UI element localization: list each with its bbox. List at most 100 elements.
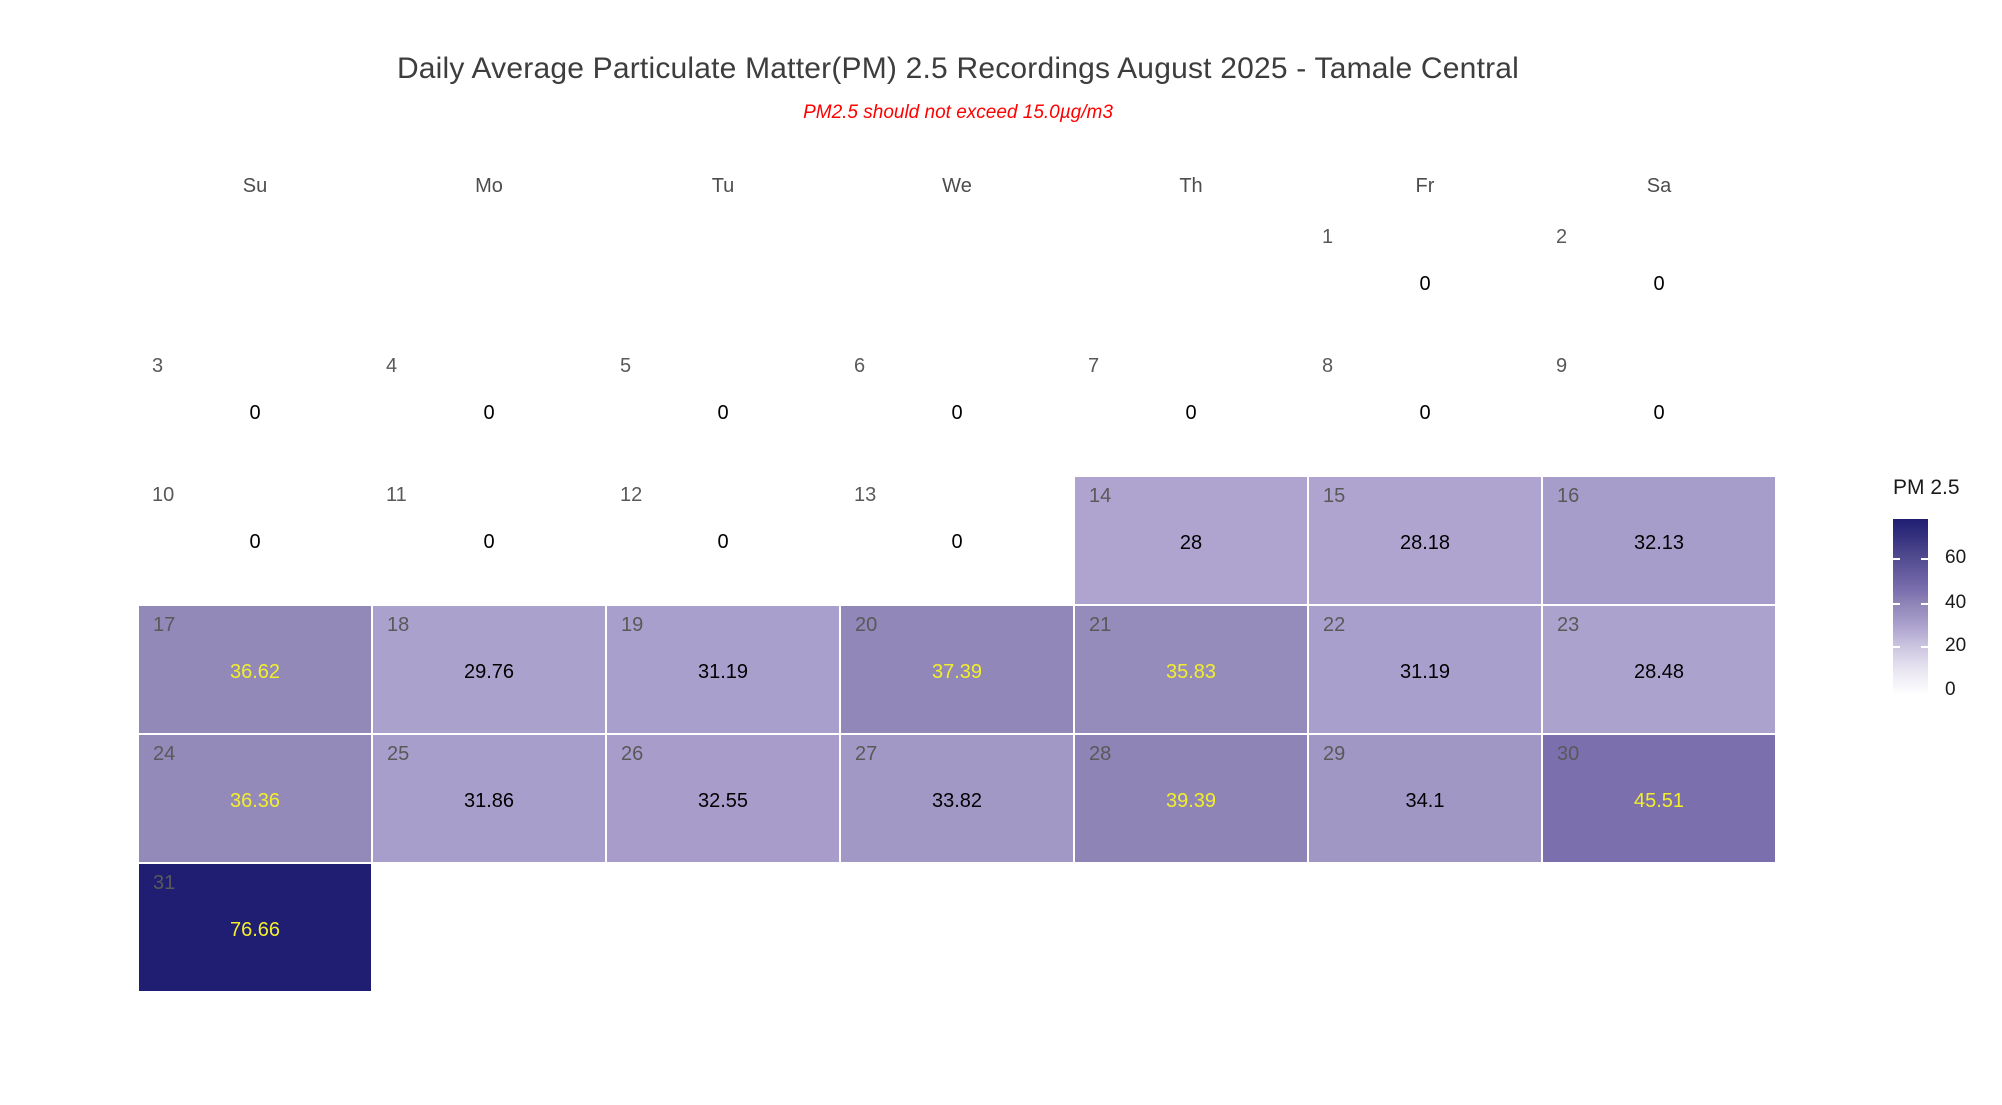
day-number: 26 <box>621 743 644 765</box>
day-cell-14: 14 28 <box>1074 476 1308 605</box>
day-value: 0 <box>951 402 963 424</box>
day-number: 16 <box>1557 485 1580 507</box>
day-cell-18: 18 29.76 <box>372 605 606 734</box>
day-cell-22: 22 31.19 <box>1308 605 1542 734</box>
weekday-label-su: Su <box>242 175 268 197</box>
day-number: 4 <box>386 355 398 377</box>
day-cell-30: 30 45.51 <box>1542 734 1776 863</box>
day-value: 39.39 <box>1165 790 1217 812</box>
weekday-label-tu: Tu <box>711 175 735 197</box>
day-value: 31.19 <box>697 661 749 683</box>
day-value: 29.76 <box>463 661 515 683</box>
day-number: 22 <box>1323 614 1346 636</box>
day-number: 30 <box>1557 743 1580 765</box>
day-number: 24 <box>153 743 176 765</box>
legend-tick-label-0: 0 <box>1945 679 1956 700</box>
day-value: 28.18 <box>1399 532 1451 554</box>
day-cell-24: 24 36.36 <box>138 734 372 863</box>
day-value: 0 <box>951 531 963 553</box>
day-cell-20: 20 37.39 <box>840 605 1074 734</box>
weekday-label-we: We <box>942 175 972 197</box>
day-number: 27 <box>855 743 878 765</box>
day-value: 31.86 <box>463 790 515 812</box>
day-number: 20 <box>855 614 878 636</box>
legend-tick-label-60: 60 <box>1945 547 1967 568</box>
day-cell-29: 29 34.1 <box>1308 734 1542 863</box>
weekday-label-fr: Fr <box>1415 175 1435 197</box>
day-cell-12: 12 0 <box>606 476 840 605</box>
day-number: 7 <box>1088 355 1100 377</box>
day-value: 0 <box>1653 402 1665 424</box>
day-cell-23: 23 28.48 <box>1542 605 1776 734</box>
day-number: 8 <box>1322 355 1334 377</box>
day-number: 1 <box>1322 226 1334 248</box>
day-number: 2 <box>1556 226 1568 248</box>
day-value: 76.66 <box>229 919 281 941</box>
day-number: 10 <box>152 484 175 506</box>
weekday-label-th: Th <box>1179 175 1203 197</box>
day-cell-10: 10 0 <box>138 476 372 605</box>
calendar-grid: 1 0 2 0 3 0 4 0 5 0 6 0 7 0 8 0 9 0 10 0 11 0 12 0 13 0 14 28 15 28.1… <box>138 218 1776 992</box>
legend-tick-mark <box>1921 646 1928 648</box>
day-cell-17: 17 36.62 <box>138 605 372 734</box>
day-cell-19: 19 31.19 <box>606 605 840 734</box>
day-cell-26: 26 32.55 <box>606 734 840 863</box>
day-number: 21 <box>1089 614 1112 636</box>
legend-tick-mark <box>1893 558 1900 560</box>
day-cell-16: 16 32.13 <box>1542 476 1776 605</box>
legend-tick-mark <box>1921 603 1928 605</box>
legend-tick-label-20: 20 <box>1945 635 1967 656</box>
day-value: 0 <box>1419 402 1431 424</box>
legend-tick-label-40: 40 <box>1945 592 1967 613</box>
day-value: 0 <box>717 531 729 553</box>
day-number: 18 <box>387 614 410 636</box>
day-value: 36.62 <box>229 661 281 683</box>
day-cell-27: 27 33.82 <box>840 734 1074 863</box>
day-cell-11: 11 0 <box>372 476 606 605</box>
day-value: 0 <box>717 402 729 424</box>
day-cell-13: 13 0 <box>840 476 1074 605</box>
day-cell-25: 25 31.86 <box>372 734 606 863</box>
day-number: 3 <box>152 355 164 377</box>
day-number: 28 <box>1089 743 1112 765</box>
day-number: 14 <box>1089 485 1112 507</box>
day-value: 34.1 <box>1405 790 1445 812</box>
legend-title: PM 2.5 <box>1893 476 1960 499</box>
page-title: Daily Average Particulate Matter(PM) 2.5… <box>396 52 1520 85</box>
legend-colorbar <box>1893 519 1928 693</box>
day-number: 13 <box>854 484 877 506</box>
day-value: 0 <box>1419 273 1431 295</box>
day-value: 35.83 <box>1165 661 1217 683</box>
legend: PM 2.5 60 40 20 0 <box>1891 476 2001 716</box>
day-value: 32.55 <box>697 790 749 812</box>
threshold-note: PM2.5 should not exceed 15.0µg/m3 <box>803 102 1113 123</box>
day-number: 12 <box>620 484 643 506</box>
day-number: 29 <box>1323 743 1346 765</box>
day-cell-15: 15 28.18 <box>1308 476 1542 605</box>
day-number: 15 <box>1323 485 1346 507</box>
day-number: 23 <box>1557 614 1580 636</box>
day-number: 19 <box>621 614 644 636</box>
day-cell-21: 21 35.83 <box>1074 605 1308 734</box>
day-value: 37.39 <box>931 661 983 683</box>
day-value: 45.51 <box>1633 790 1685 812</box>
weekday-label-mo: Mo <box>475 175 503 197</box>
day-value: 32.13 <box>1633 532 1685 554</box>
day-value: 28.48 <box>1633 661 1685 683</box>
day-value: 0 <box>249 402 261 424</box>
day-number: 31 <box>153 872 176 894</box>
day-number: 11 <box>386 484 407 506</box>
day-number: 25 <box>387 743 410 765</box>
day-number: 6 <box>854 355 866 377</box>
day-value: 0 <box>1185 402 1197 424</box>
day-value: 36.36 <box>229 790 281 812</box>
legend-tick-mark <box>1893 603 1900 605</box>
day-number: 17 <box>153 614 176 636</box>
weekday-label-sa: Sa <box>1646 175 1672 197</box>
